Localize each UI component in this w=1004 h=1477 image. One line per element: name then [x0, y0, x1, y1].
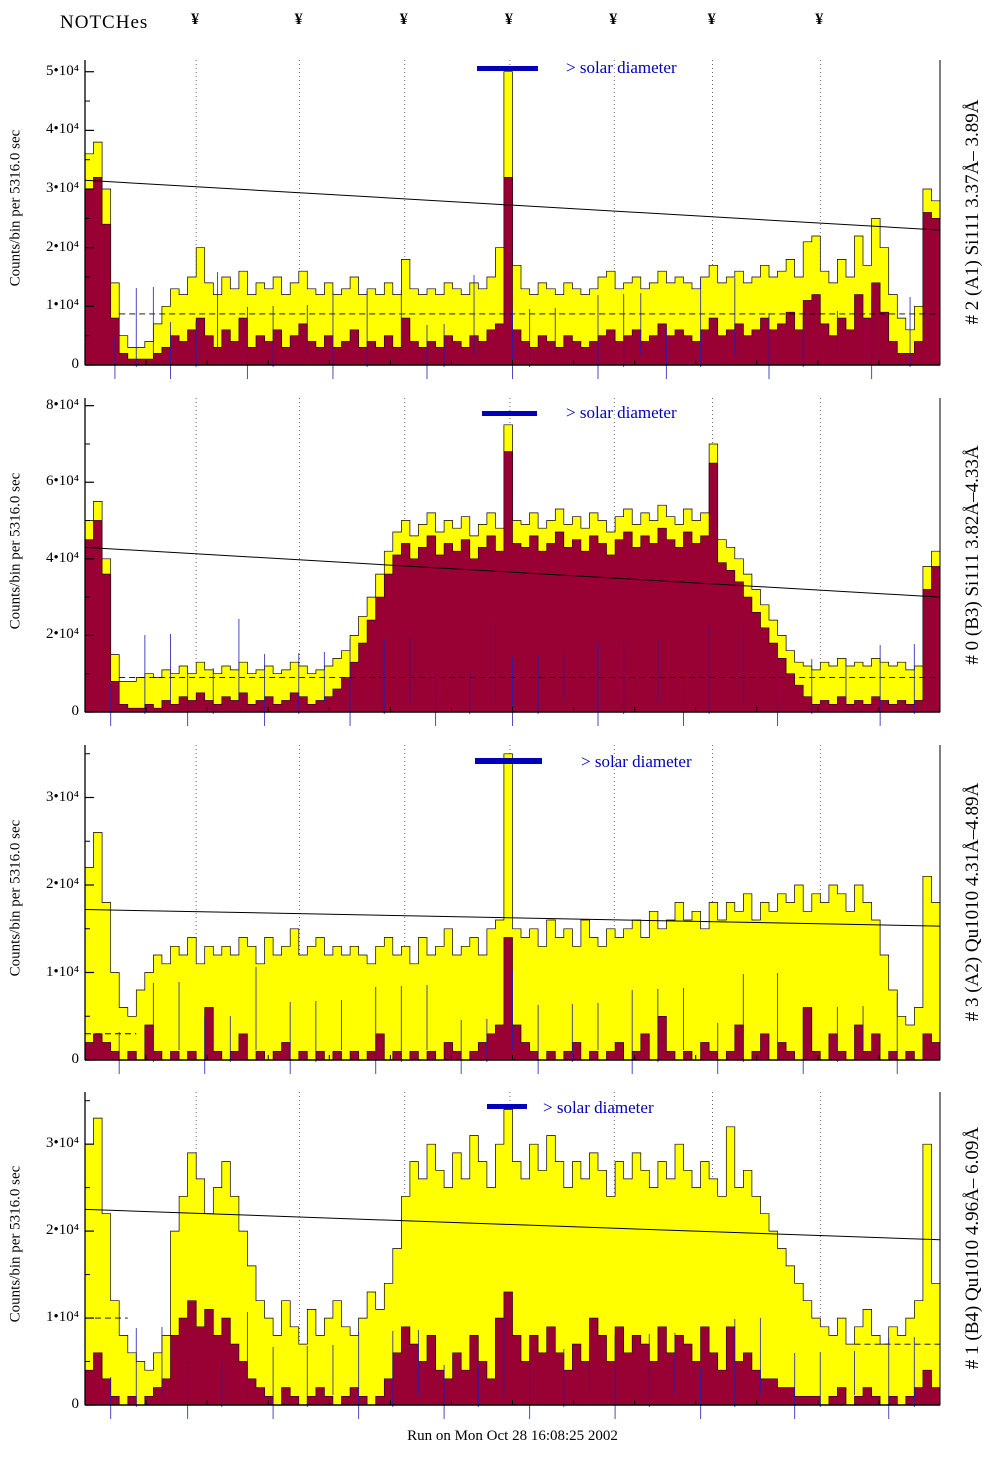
y-axis-tick-label: 6•10⁴: [46, 473, 79, 490]
solar-diameter-label-panel2: > solar diameter: [566, 403, 677, 422]
solar-diameter-label-panel4: > solar diameter: [543, 1098, 654, 1117]
y-axis-tick-label: 0: [71, 703, 80, 719]
y-axis-tick-label: 1•10⁴: [46, 297, 79, 314]
notch-marker-symbol: ¥: [609, 11, 618, 28]
trend-line: [84, 909, 941, 927]
y-axis-label-panel3: Counts/bin per 5316.0 sec: [7, 819, 24, 977]
histogram-maroon-panel1: [84, 176, 941, 366]
solar-diameter-bar-panel1: [477, 66, 538, 71]
y-axis-tick-label: 2•10⁴: [46, 1222, 79, 1239]
y-axis-tick-label: 2•10⁴: [46, 626, 79, 643]
y-axis-tick-label: 3•10⁴: [46, 1135, 79, 1152]
notch-marker-symbol: ¥: [191, 11, 200, 28]
notch-marker-symbol: ¥: [504, 11, 513, 28]
y-axis-tick-label: 2•10⁴: [46, 876, 79, 892]
solar-diameter-bar-panel3: [475, 758, 542, 764]
detector-label-panel4: # 1 (B4) Qu1010 4.96Å– 6.09Å: [962, 1126, 983, 1370]
histogram-maroon-panel2: [84, 451, 941, 713]
y-axis-tick-label: 2•10⁴: [46, 238, 79, 255]
y-axis-tick-label: 0: [71, 1051, 80, 1067]
y-axis-tick-label: 3•10⁴: [46, 788, 79, 805]
trend-line: [84, 179, 941, 231]
solar-diameter-bar-panel4: [487, 1104, 527, 1109]
y-axis-tick-label: 4•10⁴: [46, 549, 79, 566]
y-axis-tick-label: 1•10⁴: [46, 1309, 79, 1326]
notch-marker-symbol: ¥: [815, 11, 824, 28]
run-timestamp: Run on Mon Oct 28 16:08:25 2002: [407, 1428, 618, 1444]
y-axis-tick-label: 1•10⁴: [46, 963, 79, 980]
trend-line: [84, 546, 941, 598]
solar-diameter-label-panel1: > solar diameter: [566, 58, 677, 77]
notches-header-label: NOTCHes: [60, 12, 149, 33]
y-axis-label-panel1: Counts/bin per 5316.0 sec: [7, 129, 24, 287]
detector-label-panel1: # 2 (A1) Si111 3.37Å– 3.89Å: [962, 99, 983, 325]
y-axis-tick-label: 8•10⁴: [46, 396, 79, 413]
y-axis-tick-label: 0: [71, 356, 80, 372]
y-axis-label-panel4: Counts/bin per 5316.0 sec: [7, 1165, 24, 1323]
detector-label-panel2: # 0 (B3) Si111 3.82Å–4.33Å: [962, 445, 983, 665]
y-axis-tick-label: 3•10⁴: [46, 180, 79, 197]
notch-marker-symbol: ¥: [707, 11, 716, 28]
solar-diameter-bar-panel2: [482, 411, 537, 416]
trend-line: [84, 1208, 941, 1241]
y-axis-tick-label: 4•10⁴: [46, 121, 79, 138]
histogram-yellow-panel3: [84, 753, 941, 1061]
detector-label-panel3: # 3 (A2) Qu1010 4.31Å–4.89Å: [962, 782, 983, 1022]
y-axis-tick-label: 5•10⁴: [46, 62, 79, 79]
solar-diameter-label-panel3: > solar diameter: [581, 752, 692, 771]
notch-marker-symbol: ¥: [399, 11, 408, 28]
notch-marker-symbol: ¥: [294, 11, 303, 28]
y-axis-tick-label: 0: [71, 1396, 80, 1412]
